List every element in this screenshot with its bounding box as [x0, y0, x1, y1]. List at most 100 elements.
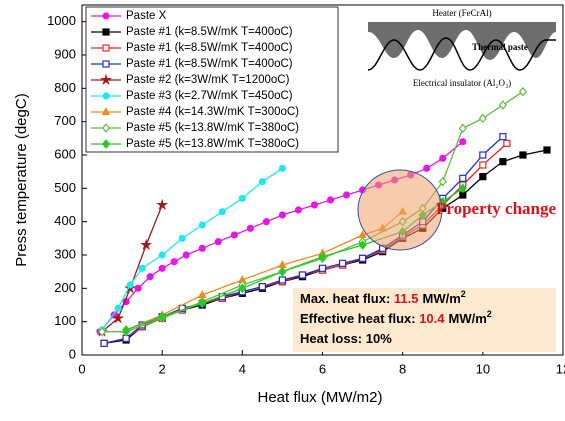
- inset-insulator-label: Electrical insulator (Al₂O₃): [413, 78, 511, 88]
- marker: [458, 123, 467, 134]
- info-line: Effective heat flux: 10.4 MW/m2: [300, 309, 492, 326]
- legend-label: Paste #4 (k=14.3W/mK T=300oC): [126, 106, 299, 118]
- info-box: [293, 288, 556, 352]
- marker: [499, 133, 507, 141]
- marker: [138, 264, 146, 272]
- legend-label: Paste #2 (k=3W/mK T=1200oC): [126, 74, 290, 86]
- marker: [102, 12, 110, 20]
- marker: [99, 73, 113, 86]
- marker: [158, 311, 167, 322]
- marker: [102, 92, 110, 100]
- marker: [318, 264, 327, 272]
- marker: [478, 113, 487, 124]
- marker: [122, 325, 131, 335]
- inset-paste-label: Thermal paste: [472, 42, 528, 52]
- marker: [146, 273, 154, 281]
- marker: [100, 339, 108, 347]
- marker: [543, 146, 551, 154]
- marker: [218, 208, 226, 216]
- marker: [112, 312, 125, 324]
- grid: 0 2 4 6 8 10 12 0 100 200 300 400 500 600 700 800 900 100…: [47, 13, 565, 376]
- marker: [214, 238, 222, 246]
- marker: [499, 158, 507, 166]
- legend-box: [85, 6, 339, 153]
- y-tick-label: 600: [54, 146, 76, 161]
- y-tick-label: 900: [54, 46, 76, 61]
- marker: [156, 198, 169, 211]
- marker: [423, 164, 431, 172]
- marker: [326, 196, 335, 204]
- marker: [518, 86, 528, 97]
- marker: [134, 284, 142, 292]
- highlight-ellipse: [357, 169, 443, 251]
- marker: [458, 183, 467, 194]
- marker: [230, 231, 238, 239]
- marker: [97, 326, 107, 337]
- info-value: 11.5: [394, 291, 419, 306]
- info-sup: 2: [461, 289, 466, 299]
- y-tick-label: 100: [54, 313, 76, 328]
- info-value: 10.4: [419, 311, 445, 326]
- marker: [358, 240, 367, 250]
- marker: [158, 264, 166, 272]
- x-tick-label: 6: [319, 361, 326, 376]
- marker: [178, 234, 186, 242]
- marker: [298, 271, 307, 279]
- marker: [158, 251, 166, 259]
- marker: [438, 176, 447, 187]
- marker: [519, 151, 527, 159]
- marker: [182, 251, 190, 259]
- legend-label: Paste #1 (k=8.5W/mK T=400oC): [126, 26, 293, 38]
- marker: [262, 218, 270, 226]
- marker: [479, 151, 487, 159]
- legend-label: Paste #1 (k=8.5W/mK T=400oC): [126, 42, 293, 54]
- marker: [198, 244, 206, 252]
- plot-frame: [81, 4, 564, 356]
- y-tick-label: 200: [54, 280, 76, 295]
- marker: [503, 139, 511, 147]
- info-unit: MW/m: [423, 291, 461, 306]
- marker: [238, 283, 247, 294]
- info-sup: 2: [487, 309, 492, 319]
- info-line: Heat loss: 10%: [300, 331, 392, 346]
- marker: [101, 123, 111, 133]
- marker: [246, 224, 254, 232]
- info-line: Max. heat flux: 11.5 MW/m2: [300, 289, 466, 306]
- marker: [479, 173, 487, 181]
- marker: [294, 206, 303, 214]
- legend: Paste X Paste #1 (k=8.5W/mK T=400oC) Paste…: [85, 6, 339, 153]
- marker: [278, 266, 287, 277]
- marker: [278, 211, 287, 219]
- annotation: Property change: [436, 199, 557, 218]
- marker: [498, 100, 507, 110]
- y-tick-label: 0: [69, 346, 76, 361]
- y-tick-label: 700: [54, 113, 76, 128]
- x-tick-label: 12: [556, 361, 565, 376]
- marker: [278, 164, 287, 172]
- heater-shape: [368, 22, 556, 60]
- y-tick-label: 1000: [47, 13, 76, 28]
- info-label: Effective heat flux:: [300, 311, 419, 326]
- marker: [126, 281, 134, 289]
- legend-label: Paste #5 (k=13.8W/mK T=380oC): [126, 122, 299, 134]
- marker: [310, 201, 319, 209]
- inset-diagram: Heater (FeCrAl) Thermal paste Electrical…: [367, 8, 556, 88]
- insulator-line: [367, 37, 556, 71]
- legend-label: Paste #3 (k=2.7W/mK T=450oC): [126, 90, 293, 102]
- x-tick-label: 10: [476, 361, 490, 376]
- x-tick-label: 8: [399, 361, 406, 376]
- marker: [198, 298, 207, 309]
- y-tick-label: 300: [54, 246, 76, 261]
- marker: [102, 60, 110, 68]
- x-tick-label: 4: [239, 361, 246, 376]
- y-tick-label: 400: [54, 213, 76, 228]
- marker: [258, 178, 266, 186]
- marker: [114, 304, 122, 312]
- info-label: Max. heat flux:: [300, 291, 394, 306]
- marker: [439, 154, 447, 162]
- marker: [170, 258, 178, 266]
- x-axis-title: Heat flux (MW/m2): [257, 389, 382, 406]
- y-tick-label: 500: [54, 180, 76, 195]
